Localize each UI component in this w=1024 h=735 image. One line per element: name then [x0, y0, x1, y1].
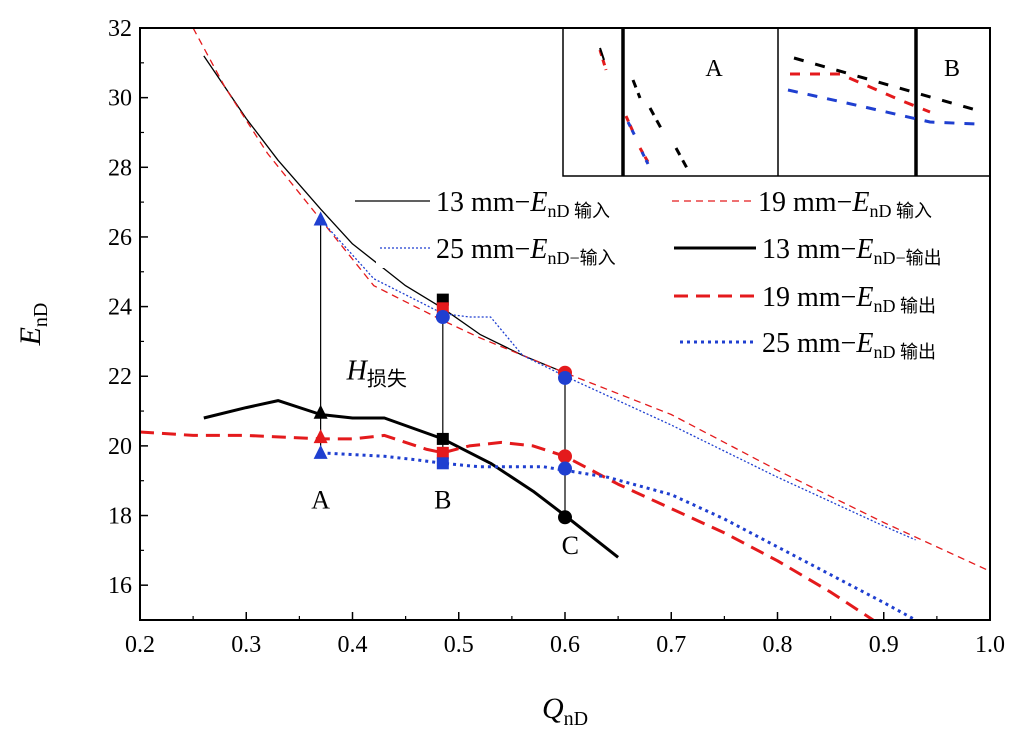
legend-label-sub: nD−输入 — [547, 248, 615, 268]
legend-label-var: E — [529, 234, 547, 265]
y-tick-label: 32 — [108, 16, 132, 42]
y-tick-label: 20 — [108, 434, 132, 460]
legend-label-var: E — [855, 282, 873, 313]
legend-label-sub: nD — [547, 201, 569, 221]
loss-label-sub: 损失 — [367, 368, 407, 391]
legend-label-pre: 19 mm− — [758, 187, 852, 218]
point-marker-12 — [558, 449, 572, 463]
legend-label-sub: nD−输出 — [873, 248, 941, 268]
inset-label-a: A — [705, 56, 723, 82]
y-tick-label: 26 — [108, 225, 132, 251]
legend-label-pre: 13 mm− — [762, 234, 856, 265]
x-tick-label: 0.6 — [550, 632, 580, 658]
point-label-C: C — [562, 531, 579, 560]
legend-label-var: E — [851, 187, 869, 218]
point-label-B: B — [434, 486, 451, 515]
x-tick-label: 1.0 — [975, 632, 1005, 658]
y-tick-label: 24 — [108, 295, 132, 321]
x-tick-label: 0.7 — [656, 632, 686, 658]
y-axis-label-main: E — [14, 327, 47, 346]
x-tick-label: 0.5 — [444, 632, 474, 658]
point-marker-6 — [436, 310, 450, 324]
legend-label-pre: 25 mm− — [762, 328, 856, 359]
point-marker-14 — [558, 510, 572, 524]
legend-label-post: 输出 — [895, 342, 936, 362]
legend-label-pre: 19 mm− — [762, 282, 856, 313]
y-tick-label: 18 — [108, 504, 132, 530]
legend-label-var: E — [855, 328, 873, 359]
legend-label-post: 输入 — [569, 201, 610, 221]
point-label-A: A — [311, 486, 330, 515]
legend-label-sub: nD — [873, 296, 895, 316]
x-tick-label: 0.9 — [869, 632, 899, 658]
loss-label-main: H — [346, 356, 369, 387]
point-marker-8 — [437, 447, 449, 459]
legend-label-post: 输出 — [895, 296, 936, 316]
y-tick-label: 16 — [108, 573, 132, 599]
x-tick-label: 0.2 — [125, 632, 155, 658]
x-tick-label: 0.4 — [338, 632, 368, 658]
y-tick-label: 28 — [108, 155, 132, 181]
x-tick-label: 0.8 — [763, 632, 793, 658]
legend-label-pre: 25 mm− — [436, 234, 530, 265]
point-marker-13 — [558, 462, 572, 476]
y-tick-label: 22 — [108, 364, 132, 390]
inset-frame — [563, 28, 990, 176]
inset-zoom: A B — [563, 28, 990, 176]
legend-label-sub: nD — [869, 201, 891, 221]
y-axis-label-sub: nD — [30, 303, 52, 327]
legend-label-post: 输入 — [891, 201, 932, 221]
point-marker-9 — [437, 457, 449, 469]
chart: A B 13 mm−EnD 输入 19 mm−EnD 输入25 mm−EnD−输入… — [0, 0, 1024, 735]
legend-label-pre: 13 mm− — [436, 187, 530, 218]
point-marker-11 — [558, 371, 572, 385]
inset-label-b: B — [944, 56, 960, 82]
point-marker-7 — [437, 433, 449, 445]
x-axis-label-sub: nD — [564, 708, 588, 730]
legend-label-var: E — [855, 234, 873, 265]
legend-label-sub: nD — [873, 342, 895, 362]
x-tick-label: 0.3 — [231, 632, 261, 658]
x-axis-label-main: Q — [542, 692, 564, 725]
y-tick-label: 30 — [108, 86, 132, 112]
legend-label-var: E — [529, 187, 547, 218]
